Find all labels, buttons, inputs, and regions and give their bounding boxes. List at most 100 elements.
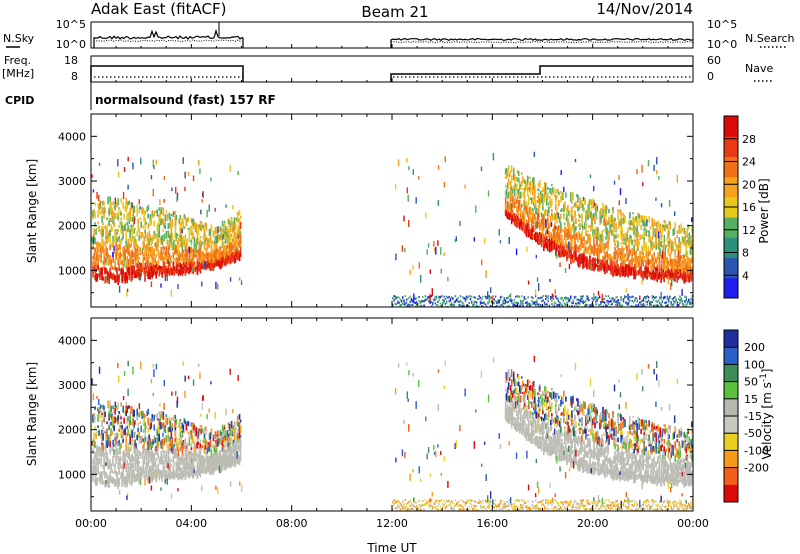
- velocity-scatter-cell: [111, 446, 113, 452]
- plot-title: Adak East (fitACF): [91, 0, 226, 18]
- velocity-scatter-cell: [130, 477, 132, 486]
- power-scatter-cell: [161, 267, 164, 272]
- power-scatter-cell: [673, 274, 676, 279]
- power-scatter-cell: [225, 248, 228, 257]
- velocity-scatter-cell: [102, 426, 104, 430]
- power-scatter-cell: [506, 182, 509, 190]
- velocity-scatter-cell: [120, 443, 122, 448]
- velocity-scatter-cell: [109, 422, 111, 425]
- power-scatter-cell: [557, 212, 560, 219]
- power-scatter-cell: [610, 230, 612, 234]
- power-scatter-cell: [532, 301, 534, 304]
- power-scatter-cell: [537, 213, 539, 221]
- power-scatter-cell: [669, 259, 672, 267]
- power-scatter-cell: [100, 255, 102, 259]
- power-scatter-cell: [555, 200, 557, 204]
- power-scatter-cell: [634, 256, 636, 260]
- power-scatter-cell: [218, 252, 221, 258]
- power-scatter-cell: [604, 221, 606, 225]
- power-scatter-cell: [478, 305, 480, 307]
- power-scatter-cell: [532, 213, 535, 218]
- velocity-scatter-cell: [101, 429, 103, 435]
- power-scatter-cell: [690, 240, 693, 246]
- power-scatter-cell: [600, 263, 602, 270]
- power-scatter-cell: [135, 239, 137, 245]
- power-scatter-cell: [92, 266, 94, 271]
- power-scatter-cell: [582, 258, 584, 264]
- power-scatter-cell: [599, 242, 601, 249]
- power-scatter-cell: [556, 220, 558, 224]
- power-scatter-cell: [514, 301, 517, 304]
- power-scatter-cell: [457, 300, 459, 303]
- velocity-scatter-cell: [135, 443, 137, 449]
- power-scatter-cell: [154, 233, 157, 237]
- power-scatter-cell: [593, 264, 595, 268]
- power-scatter-cell: [526, 301, 528, 304]
- power-scatter-cell: [573, 205, 575, 208]
- power-scatter-cell: [122, 263, 124, 269]
- power-scatter-cell: [138, 199, 141, 205]
- power-scatter-cell: [508, 299, 511, 302]
- power-scatter-cell: [240, 280, 243, 286]
- power-scatter-cell: [575, 302, 577, 305]
- power-scatter-cell: [683, 240, 686, 245]
- power-scatter-cell: [159, 238, 162, 243]
- power-scatter-cell: [559, 226, 561, 231]
- velocity-scatter-cell: [126, 449, 128, 457]
- power-scatter-cell: [110, 220, 112, 223]
- power-scatter-cell: [661, 270, 663, 277]
- power-scatter-cell: [130, 266, 132, 274]
- power-scatter-cell: [652, 222, 654, 231]
- power-scatter-cell: [684, 258, 687, 265]
- power-scatter-cell: [677, 270, 680, 275]
- velocity-scatter-cell: [110, 424, 112, 427]
- power-scatter-cell: [676, 230, 679, 234]
- power-scatter-cell: [528, 181, 531, 187]
- power-scatter-cell: [589, 234, 591, 243]
- power-scatter-cell: [185, 258, 188, 264]
- power-scatter-cell: [424, 298, 427, 301]
- power-scatter-cell: [147, 249, 150, 255]
- power-scatter-cell: [189, 264, 192, 269]
- power-scatter-cell: [581, 295, 583, 298]
- power-scatter-cell: [557, 298, 559, 301]
- velocity-scatter-cell: [130, 428, 132, 436]
- velocity-scatter-cell: [109, 440, 111, 448]
- power-scatter-cell: [649, 303, 651, 306]
- power-scatter-cell: [567, 245, 569, 248]
- power-scatter-cell: [691, 244, 693, 249]
- power-scatter-cell: [672, 241, 675, 247]
- power-scatter-cell: [620, 304, 622, 307]
- power-scatter-cell: [484, 303, 487, 306]
- power-scatter-cell: [534, 289, 537, 295]
- power-scatter-cell: [634, 299, 636, 302]
- power-scatter-cell: [670, 278, 673, 287]
- power-scatter-cell: [592, 216, 594, 219]
- power-scatter-cell: [215, 258, 218, 267]
- power-scatter-cell: [610, 299, 612, 302]
- power-scatter-cell: [621, 217, 623, 222]
- power-scatter-cell: [217, 226, 219, 234]
- power-scatter-cell: [659, 248, 661, 257]
- power-scatter-cell: [639, 254, 641, 263]
- velocity-scatter-cell: [116, 451, 118, 456]
- nsearch-label: N.Search: [745, 32, 795, 45]
- power-scatter-cell: [133, 268, 135, 276]
- power-scatter-cell: [532, 227, 535, 233]
- power-scatter-cell: [679, 262, 682, 268]
- power-scatter-cell: [493, 302, 495, 305]
- power-scatter-cell: [234, 239, 237, 247]
- power-scatter-cell: [172, 267, 175, 275]
- power-scatter-cell: [200, 209, 202, 215]
- power-scatter-cell: [468, 301, 470, 304]
- power-scatter-cell: [427, 296, 429, 299]
- power-scatter-cell: [134, 235, 136, 242]
- power-scatter-cell: [184, 237, 187, 243]
- power-scatter-cell: [178, 268, 181, 273]
- power-colorbar-tick-label: 28: [742, 133, 756, 146]
- power-scatter-cell: [587, 297, 590, 300]
- power-scatter-cell: [558, 226, 560, 229]
- power-scatter-cell: [538, 198, 541, 205]
- power-scatter-cell: [551, 184, 553, 187]
- power-scatter-cell: [565, 304, 567, 307]
